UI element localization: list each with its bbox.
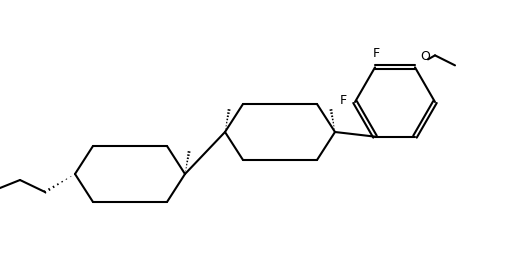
Text: F: F xyxy=(340,93,347,106)
Text: O: O xyxy=(420,50,430,63)
Text: F: F xyxy=(373,47,379,60)
